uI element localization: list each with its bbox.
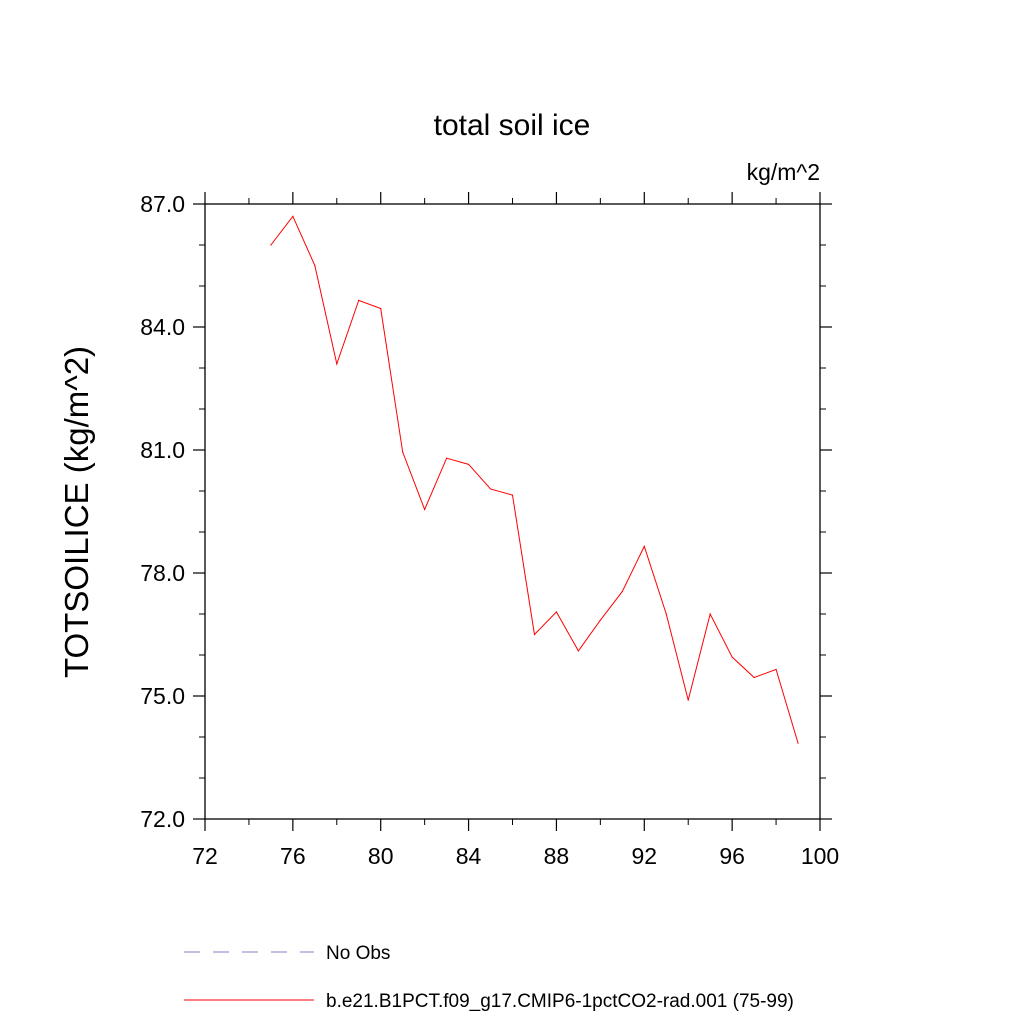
data-point xyxy=(665,613,667,615)
data-point xyxy=(621,590,623,593)
data-point xyxy=(643,545,645,547)
x-tick-label: 76 xyxy=(280,843,306,869)
data-point xyxy=(314,264,316,267)
x-tick-label: 80 xyxy=(368,843,394,869)
y-tick-label: 81.0 xyxy=(140,437,185,463)
data-point xyxy=(687,699,689,701)
y-tick-label: 72.0 xyxy=(140,806,185,832)
data-point xyxy=(577,650,579,652)
data-point xyxy=(336,363,338,365)
data-point xyxy=(270,244,272,246)
data-point xyxy=(380,307,382,310)
x-tick-label: 88 xyxy=(544,843,570,869)
y-tick-label: 78.0 xyxy=(140,560,185,586)
data-point xyxy=(599,619,601,621)
data-point xyxy=(402,451,404,453)
legend-label: No Obs xyxy=(326,943,390,964)
chart-title: total soil ice xyxy=(434,109,591,142)
y-axis-label: TOTSOILICE (kg/m^2) xyxy=(58,346,95,678)
data-point xyxy=(753,676,755,679)
y-tick-label: 84.0 xyxy=(140,314,185,340)
data-point xyxy=(424,508,426,511)
legend-label: b.e21.B1PCT.f09_g17.CMIP6-1pctCO2-rad.00… xyxy=(326,991,794,1012)
y-tick-label: 87.0 xyxy=(140,191,185,217)
plot-frame xyxy=(204,203,821,820)
x-tick-label: 72 xyxy=(192,843,218,869)
data-point xyxy=(775,668,777,670)
data-point xyxy=(467,463,470,465)
data-point xyxy=(511,494,514,496)
data-point xyxy=(446,457,448,459)
x-tick-label: 92 xyxy=(631,843,657,869)
series-layer xyxy=(270,215,799,744)
data-point xyxy=(731,656,733,658)
units-label: kg/m^2 xyxy=(747,159,820,185)
x-tick-label: 96 xyxy=(719,843,745,869)
data-point xyxy=(555,611,558,613)
data-point xyxy=(709,613,711,615)
series-line xyxy=(270,215,799,744)
legend: No Obs b.e21.B1PCT.f09_g17.CMIP6-1pctCO2-… xyxy=(184,943,794,1012)
axis-ticks: 72 76 80 84 88 92 96 100 72.0 75.0 78.0 81.0 84.0 87.… xyxy=(140,191,839,869)
y-tick-label: 75.0 xyxy=(140,683,185,709)
data-point xyxy=(358,299,360,301)
x-tick-label: 84 xyxy=(456,843,482,869)
data-point xyxy=(489,488,492,490)
data-point xyxy=(533,633,536,636)
data-point xyxy=(292,215,294,217)
x-tick-label: 100 xyxy=(801,843,839,869)
data-point xyxy=(797,742,799,744)
